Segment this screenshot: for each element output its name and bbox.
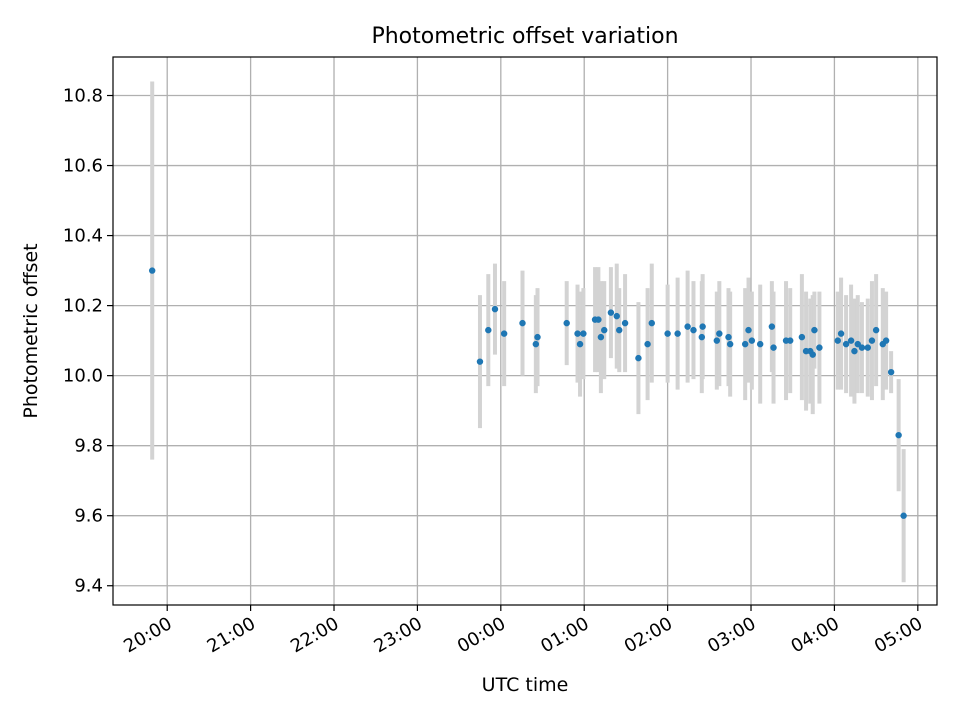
y-axis: 9.4 9.6 9.8 10.0 10.2 10.4 10.6 10.8: [63, 86, 113, 597]
data-point: [698, 333, 706, 341]
x-axis-label: UTC time: [482, 674, 569, 696]
data-point: [616, 326, 623, 334]
data-point: [597, 333, 605, 341]
data-point: [595, 316, 602, 323]
data-point: [476, 358, 484, 365]
data-point: [580, 330, 587, 337]
data-point: [868, 337, 876, 344]
y-tick-label: 10.0: [63, 366, 103, 387]
data-point: [834, 337, 841, 344]
data-point: [842, 340, 850, 348]
data-point: [726, 340, 734, 348]
data-point: [699, 323, 706, 330]
y-tick-label: 10.2: [63, 296, 103, 317]
data-point: [872, 326, 880, 334]
data-point: [887, 368, 895, 376]
data-point: [601, 326, 608, 334]
y-tick-label: 10.4: [63, 226, 103, 247]
data-point: [756, 340, 764, 348]
plot-frame: [112, 56, 938, 606]
data-points: [148, 267, 907, 519]
data-point: [491, 305, 499, 313]
data-point: [741, 340, 749, 348]
data-point: [882, 337, 890, 344]
data-point: [725, 333, 732, 341]
data-point: [787, 337, 794, 344]
data-point: [613, 312, 620, 320]
data-point: [648, 319, 655, 327]
data-point: [574, 330, 581, 337]
y-tick-label: 9.4: [74, 576, 103, 597]
data-point: [864, 344, 871, 351]
data-point: [519, 319, 526, 327]
data-point: [644, 340, 651, 348]
data-point: [811, 326, 818, 334]
data-point: [621, 319, 629, 327]
data-point: [664, 330, 671, 337]
data-point: [500, 330, 508, 337]
data-point: [847, 337, 855, 344]
data-point: [684, 323, 691, 330]
data-point: [798, 333, 806, 341]
data-point: [485, 326, 492, 334]
data-point: [895, 431, 902, 439]
y-tick-label: 10.8: [63, 86, 103, 107]
y-tick-label: 10.6: [63, 156, 103, 177]
data-point: [563, 319, 570, 327]
data-point: [674, 330, 681, 337]
data-point: [770, 344, 777, 351]
data-point: [851, 347, 858, 355]
data-point: [607, 309, 615, 316]
data-point: [690, 326, 697, 334]
data-point: [816, 344, 823, 351]
data-point: [745, 326, 752, 334]
data-point: [900, 512, 907, 519]
data-point: [858, 344, 866, 351]
data-point: [635, 354, 642, 362]
data-point: [809, 351, 816, 358]
y-tick-label: 9.6: [74, 506, 103, 527]
data-point: [716, 330, 723, 337]
data-point: [534, 333, 541, 341]
data-point: [713, 337, 721, 344]
data-point: [748, 337, 756, 344]
chart-title: Photometric offset variation: [371, 24, 678, 49]
data-point: [837, 330, 845, 337]
y-tick-label: 9.8: [74, 436, 103, 457]
data-point: [576, 340, 584, 348]
data-point: [148, 267, 156, 274]
data-point: [768, 323, 776, 330]
y-axis-label: Photometric offset: [20, 243, 42, 418]
data-point: [532, 340, 540, 348]
